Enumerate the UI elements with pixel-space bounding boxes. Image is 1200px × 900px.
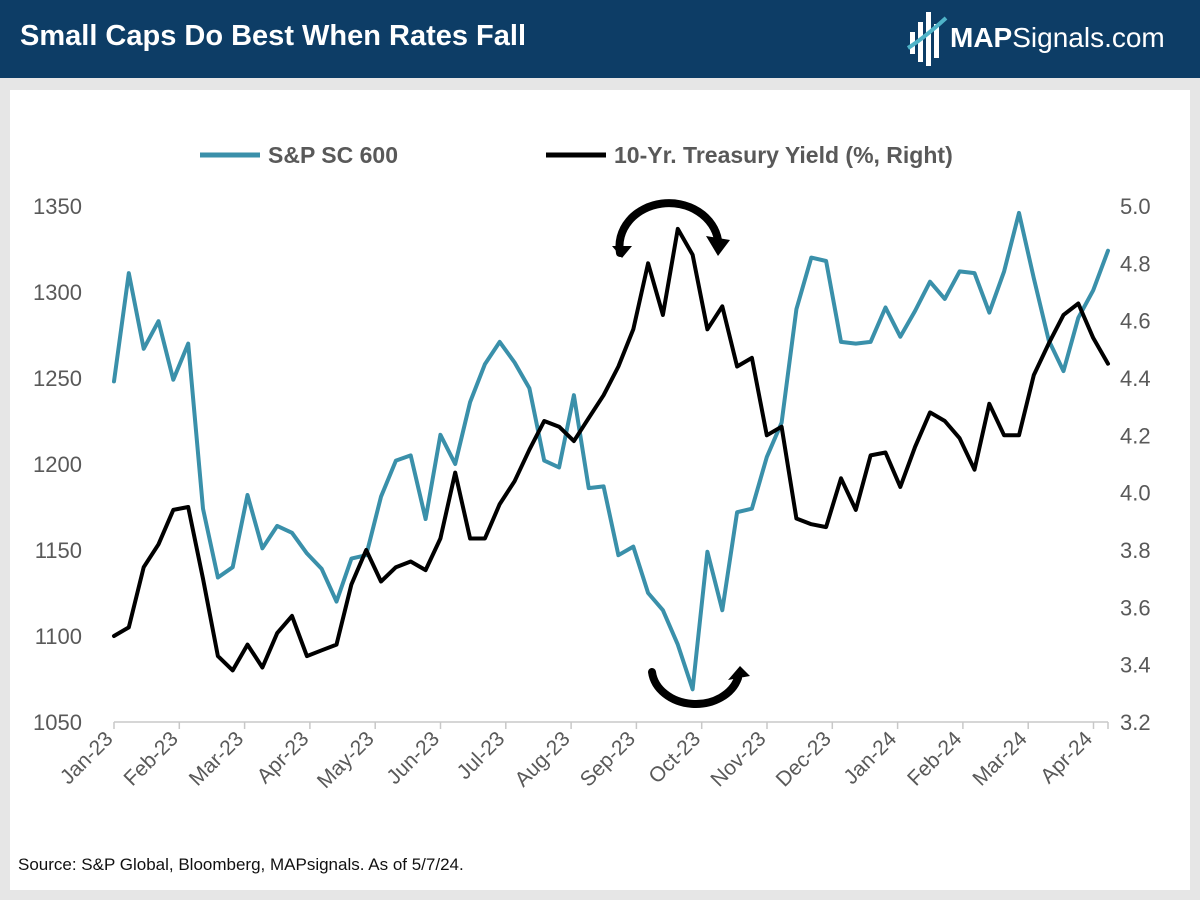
logo-mark-icon <box>906 12 948 66</box>
right-tick-label: 3.6 <box>1120 595 1151 620</box>
x-tick-label: Jan-23 <box>56 727 118 789</box>
series-line-sc600 <box>112 210 1110 692</box>
x-tick-label: Jul-23 <box>453 727 510 784</box>
right-tick-label: 3.2 <box>1120 710 1151 735</box>
right-tick-label: 5.0 <box>1120 194 1151 219</box>
brand-logo: MAPSignals.com <box>906 8 1176 70</box>
curved-arrow-bottom-icon <box>648 666 750 708</box>
right-tick-label: 3.8 <box>1120 538 1151 563</box>
legend-label: S&P SC 600 <box>268 142 398 168</box>
x-tick-label: Mar-24 <box>968 727 1032 791</box>
x-tick-label: Jun-23 <box>382 727 444 789</box>
x-tick-label: Oct-23 <box>644 727 705 788</box>
right-tick-label: 3.4 <box>1120 653 1151 678</box>
right-tick-label: 4.8 <box>1120 251 1151 276</box>
x-tick-label: Feb-24 <box>903 727 967 791</box>
left-tick-label: 1200 <box>33 452 82 477</box>
x-tick-label: Mar-23 <box>185 727 248 790</box>
x-tick-label: Apr-24 <box>1036 727 1097 788</box>
legend: S&P SC 600 10-Yr. Treasury Yield (%, Righ… <box>200 142 953 168</box>
curved-arrow-top-icon <box>612 199 730 258</box>
x-tick-label: Dec-23 <box>772 727 836 791</box>
right-tick-label: 4.0 <box>1120 481 1151 506</box>
left-tick-label: 1350 <box>33 194 82 219</box>
brand-name: MAPSignals.com <box>950 22 1165 53</box>
x-tick-label: Sep-23 <box>576 727 640 791</box>
x-tick-label: Aug-23 <box>510 727 574 791</box>
header-bar: Small Caps Do Best When Rates Fall MAPSi… <box>0 0 1200 78</box>
chart-card <box>10 90 1190 890</box>
left-tick-label: 1150 <box>35 538 82 563</box>
x-tick-label: May-23 <box>313 727 379 793</box>
x-tick-label: Feb-23 <box>120 727 183 790</box>
left-y-axis: 1050 1100 1150 1200 1250 1300 1350 <box>33 194 82 735</box>
legend-label: 10-Yr. Treasury Yield (%, Right) <box>614 142 953 168</box>
right-tick-label: 4.4 <box>1120 366 1151 391</box>
left-tick-label: 1300 <box>33 280 82 305</box>
x-tick-label: Apr-23 <box>253 727 314 788</box>
annotations <box>612 199 750 708</box>
x-tick-label: Jan-24 <box>839 727 901 789</box>
left-tick-label: 1050 <box>33 710 82 735</box>
right-y-axis: 3.2 3.4 3.6 3.8 4.0 4.2 4.4 4.6 4.8 5.0 <box>1120 194 1151 735</box>
right-tick-label: 4.2 <box>1120 423 1151 448</box>
source-note: Source: S&P Global, Bloomberg, MAPsignal… <box>18 855 464 874</box>
x-axis: Jan-23 Feb-23 Mar-23 Apr-23 May-23 Jun-23 Jul-… <box>56 721 1109 793</box>
left-tick-label: 1100 <box>35 624 82 649</box>
left-tick-label: 1250 <box>33 366 82 391</box>
x-tick-label: Nov-23 <box>706 727 770 791</box>
series-line-treasury <box>112 226 1110 673</box>
right-tick-label: 4.6 <box>1120 309 1151 334</box>
series-layer <box>112 210 1110 692</box>
chart-title: Small Caps Do Best When Rates Fall <box>20 20 527 52</box>
